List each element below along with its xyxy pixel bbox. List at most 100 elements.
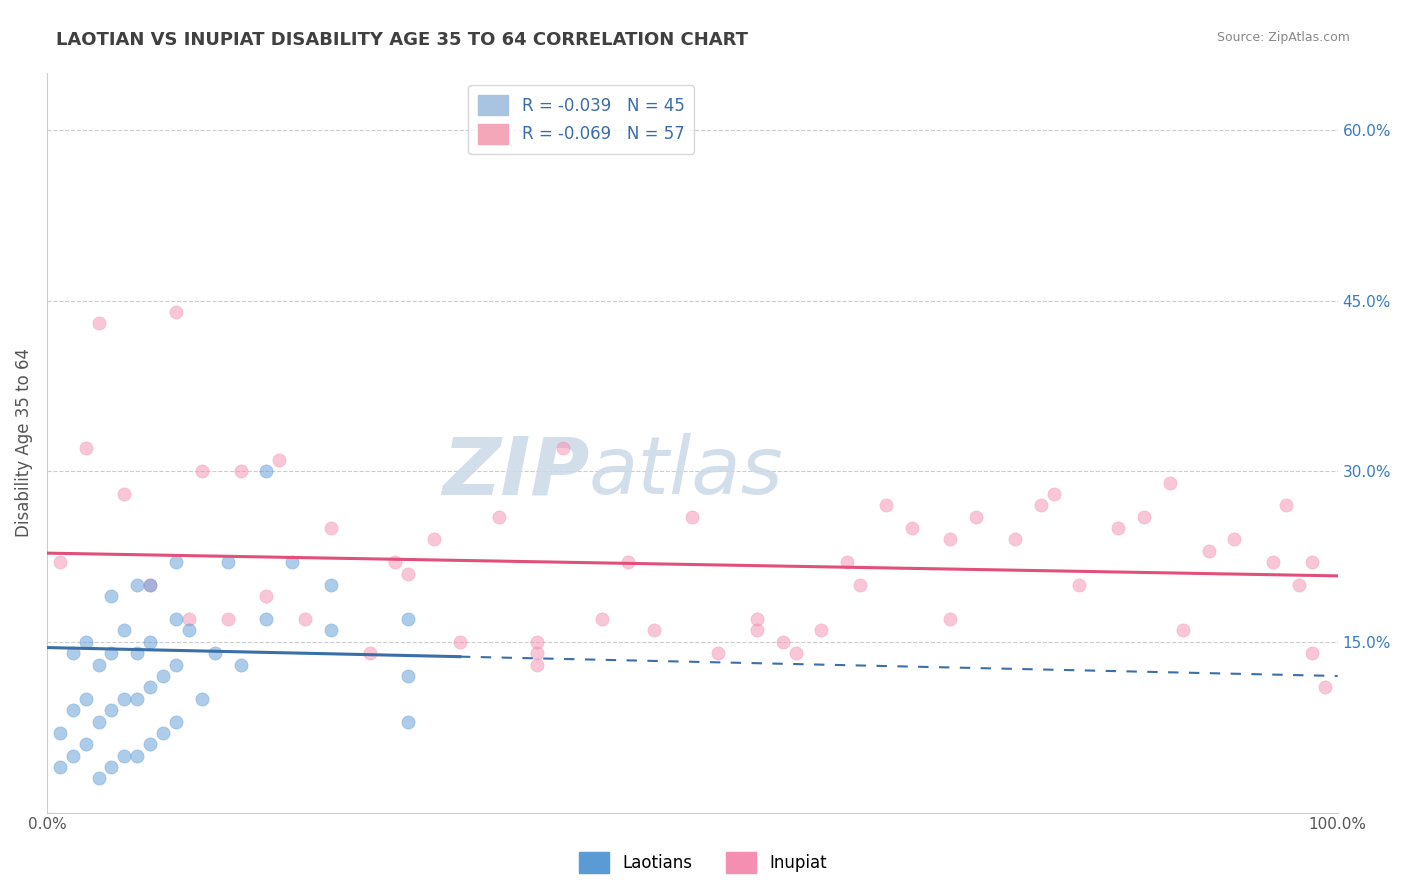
Point (745, 624, 768, 638)
Point (75, 737, 97, 751)
Point (396, 714, 419, 729)
Y-axis label: Disability Age 35 to 64: Disability Age 35 to 64 (15, 348, 32, 537)
Point (900, 521, 922, 535)
Point (359, 646, 381, 660)
Point (449, 635, 471, 649)
Point (1171, 624, 1194, 638)
Point (837, 555, 859, 569)
Point (100, 590, 122, 604)
Point (152, 726, 174, 740)
Point (526, 657, 548, 672)
Point (127, 748, 149, 763)
Point (62, 748, 84, 763)
Point (1288, 578, 1310, 592)
Point (1198, 544, 1220, 558)
Point (127, 646, 149, 660)
Point (191, 464, 214, 478)
Point (165, 657, 187, 672)
Point (526, 635, 548, 649)
Point (100, 646, 122, 660)
Point (591, 612, 613, 626)
Point (139, 681, 162, 695)
Point (127, 691, 149, 706)
Point (1261, 555, 1284, 569)
Point (229, 657, 252, 672)
Point (191, 691, 214, 706)
Legend: Laotians, Inupiat: Laotians, Inupiat (572, 846, 834, 880)
Point (1029, 499, 1052, 513)
Point (1069, 578, 1091, 592)
Point (112, 487, 135, 501)
Point (100, 760, 122, 774)
Point (49, 726, 72, 740)
Point (875, 499, 897, 513)
Point (319, 624, 342, 638)
Point (217, 612, 239, 626)
Legend: R = -0.039   N = 45, R = -0.069   N = 57: R = -0.039 N = 45, R = -0.069 N = 57 (468, 85, 695, 154)
Point (49, 555, 72, 569)
Point (810, 624, 832, 638)
Point (707, 646, 730, 660)
Point (785, 646, 807, 660)
Point (254, 464, 277, 478)
Point (1042, 487, 1064, 501)
Point (139, 737, 162, 751)
Point (294, 612, 316, 626)
Point (1301, 555, 1323, 569)
Point (177, 624, 200, 638)
Point (396, 612, 419, 626)
Point (165, 555, 187, 569)
Point (112, 748, 135, 763)
Point (165, 612, 187, 626)
Point (384, 555, 406, 569)
Point (75, 691, 97, 706)
Point (1313, 681, 1336, 695)
Point (553, 442, 575, 456)
Point (772, 635, 794, 649)
Point (396, 669, 419, 683)
Point (87, 316, 110, 330)
Point (139, 578, 162, 592)
Point (62, 703, 84, 717)
Point (1004, 533, 1026, 547)
Point (177, 612, 200, 626)
Point (1223, 533, 1246, 547)
Point (112, 691, 135, 706)
Point (939, 533, 962, 547)
Point (745, 612, 768, 626)
Point (127, 578, 149, 592)
Point (87, 657, 110, 672)
Point (1133, 509, 1156, 524)
Point (217, 555, 239, 569)
Point (100, 703, 122, 717)
Point (1107, 521, 1129, 535)
Point (139, 578, 162, 592)
Point (319, 521, 342, 535)
Point (204, 646, 226, 660)
Point (165, 714, 187, 729)
Point (87, 772, 110, 786)
Point (488, 509, 510, 524)
Point (112, 624, 135, 638)
Text: Source: ZipAtlas.com: Source: ZipAtlas.com (1216, 31, 1350, 45)
Point (849, 578, 872, 592)
Text: ZIP: ZIP (441, 434, 589, 511)
Point (62, 646, 84, 660)
Point (281, 555, 304, 569)
Point (269, 453, 291, 467)
Point (254, 590, 277, 604)
Point (1275, 499, 1298, 513)
Point (616, 555, 638, 569)
Text: LAOTIAN VS INUPIAT DISABILITY AGE 35 TO 64 CORRELATION CHART: LAOTIAN VS INUPIAT DISABILITY AGE 35 TO … (56, 31, 748, 49)
Point (643, 624, 665, 638)
Point (165, 305, 187, 319)
Point (1159, 475, 1181, 490)
Point (75, 442, 97, 456)
Point (139, 635, 162, 649)
Text: atlas: atlas (589, 434, 783, 511)
Point (423, 533, 446, 547)
Point (49, 760, 72, 774)
Point (229, 464, 252, 478)
Point (526, 646, 548, 660)
Point (681, 509, 703, 524)
